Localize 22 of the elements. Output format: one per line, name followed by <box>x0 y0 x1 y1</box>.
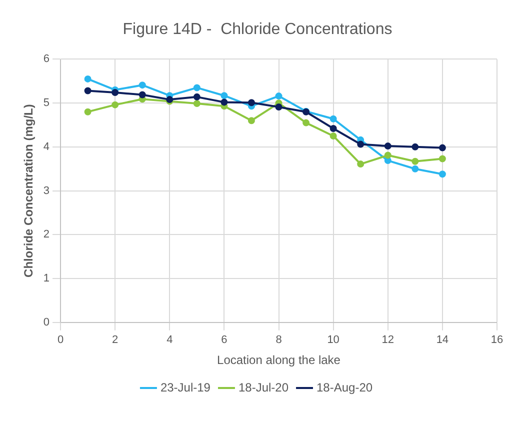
legend-label: 18-Jul-20 <box>238 380 289 394</box>
x-tick-label: 12 <box>382 334 394 346</box>
x-tick-label: 2 <box>112 334 118 346</box>
y-tick-label: 5 <box>43 97 50 110</box>
y-tick-label: 3 <box>43 184 50 197</box>
y-tick-label: 6 <box>43 53 50 66</box>
x-tick-label: 16 <box>490 334 504 346</box>
legend-label: 23-Jul-19 <box>160 380 211 394</box>
x-tick-label: 10 <box>327 334 340 346</box>
x-tick-label: 4 <box>166 334 173 346</box>
y-axis-title: Chloride Concentration (mg/L) <box>22 104 36 278</box>
x-axis-title: Location along the lake <box>217 353 341 368</box>
y-tick-label: 4 <box>43 140 50 153</box>
x-tick-label: 8 <box>276 334 282 346</box>
y-tick-label: 1 <box>43 272 50 285</box>
y-tick-label: 2 <box>43 228 50 241</box>
y-tick-label: 0 <box>43 316 50 328</box>
x-tick-label: 6 <box>221 334 228 346</box>
chart-title: Figure 14D - Chloride Concentrations <box>122 21 392 38</box>
x-tick-label: 0 <box>57 334 64 346</box>
x-tick-label: 14 <box>436 334 449 346</box>
legend-label: 18-Aug-20 <box>316 380 373 394</box>
